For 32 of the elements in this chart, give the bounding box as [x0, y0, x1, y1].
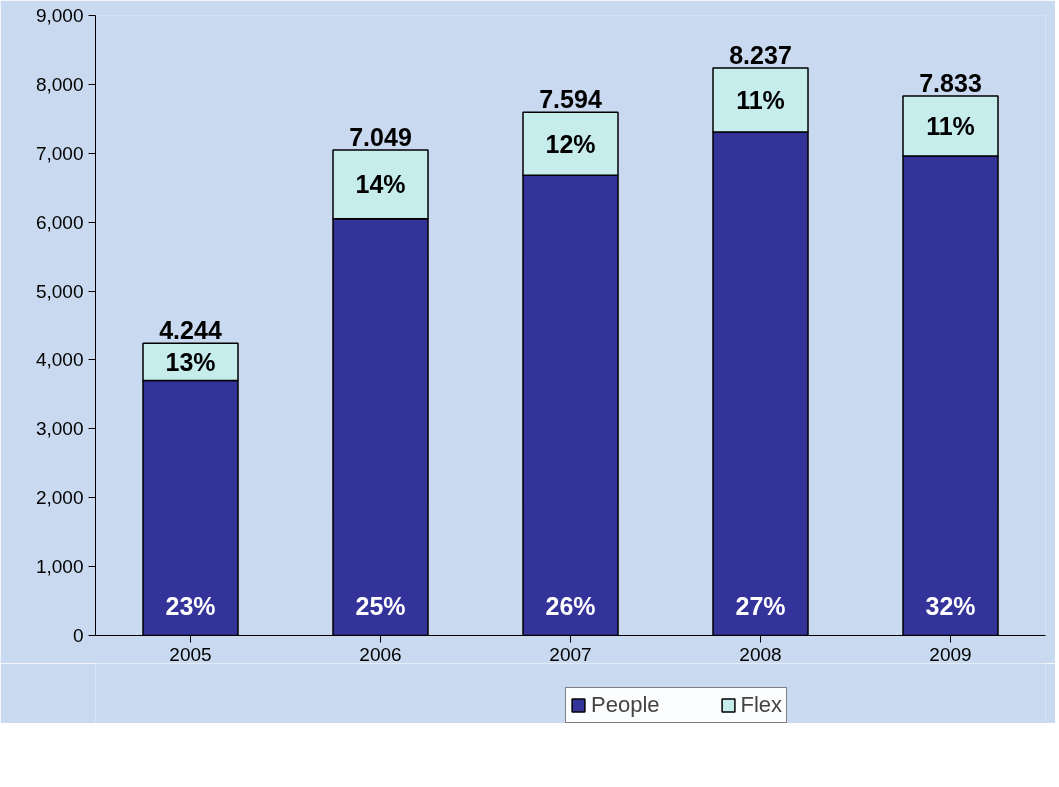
- y-tick-label: 2,000: [35, 487, 84, 509]
- y-tick-label: 0: [72, 625, 84, 646]
- annotation: 32%: [925, 591, 976, 620]
- y-tick-label: 5,000: [35, 280, 84, 302]
- x-tick-label: 2007: [549, 643, 592, 665]
- y-tick-label: 8,000: [35, 73, 84, 95]
- annotation: 7.594: [539, 85, 602, 114]
- annotation: 27%: [735, 591, 786, 620]
- x-tick-label: 2006: [359, 643, 402, 665]
- annotation: 26%: [545, 591, 596, 620]
- annotation: 12%: [545, 129, 596, 158]
- y-tick-label: 1,000: [35, 556, 84, 578]
- y-tick-label: 7,000: [35, 142, 84, 164]
- annotation: 13%: [165, 347, 216, 376]
- x-tick-label: 2005: [169, 643, 212, 665]
- y-tick-label: 3,000: [35, 418, 84, 440]
- annotation: 23%: [165, 591, 216, 620]
- legend-label: Flex: [740, 692, 783, 718]
- annotation: 11%: [926, 111, 975, 140]
- annotation: 25%: [355, 591, 406, 620]
- annotation: 14%: [355, 170, 406, 199]
- y-tick-label: 6,000: [35, 211, 84, 233]
- x-tick-label: 2009: [929, 643, 972, 665]
- x-tick-label: 2008: [739, 643, 782, 665]
- annotation: 7.833: [919, 68, 982, 97]
- legend-label: People: [591, 692, 660, 718]
- annotation: 8.237: [729, 41, 792, 70]
- annotation: 11%: [736, 85, 785, 114]
- y-tick-label: 9,000: [35, 5, 84, 26]
- annotation: 7.049: [349, 122, 412, 151]
- annotation: 4.244: [159, 316, 222, 345]
- y-tick-label: 4,000: [35, 349, 84, 371]
